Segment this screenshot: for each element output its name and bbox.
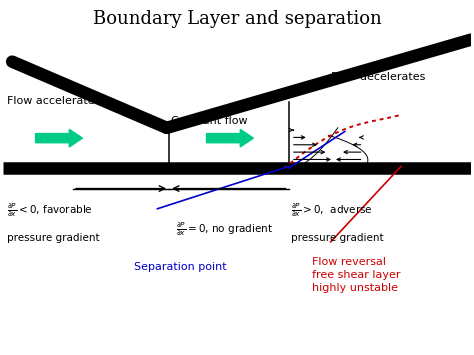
Text: $\frac{\partial P}{\partial x}$$ < 0$, favorable: $\frac{\partial P}{\partial x}$$ < 0$, f…: [8, 201, 93, 219]
Text: pressure gradient: pressure gradient: [8, 233, 100, 243]
Text: Flow reversal
free shear layer
highly unstable: Flow reversal free shear layer highly un…: [312, 257, 401, 293]
Text: Boundary Layer and separation: Boundary Layer and separation: [92, 10, 382, 28]
Text: Separation point: Separation point: [134, 262, 227, 272]
Text: Flow decelerates: Flow decelerates: [331, 72, 425, 82]
FancyArrow shape: [36, 129, 82, 147]
FancyArrow shape: [207, 129, 254, 147]
Text: $\frac{\partial P}{\partial x}$$= 0$, no gradient: $\frac{\partial P}{\partial x}$$= 0$, no…: [176, 220, 273, 237]
Text: Constant flow: Constant flow: [172, 116, 248, 126]
Text: $\frac{\partial P}{\partial x}$$> 0$,  adverse: $\frac{\partial P}{\partial x}$$> 0$, ad…: [291, 201, 373, 219]
Text: Flow accelerates: Flow accelerates: [8, 96, 101, 106]
Text: pressure gradient: pressure gradient: [291, 233, 383, 243]
